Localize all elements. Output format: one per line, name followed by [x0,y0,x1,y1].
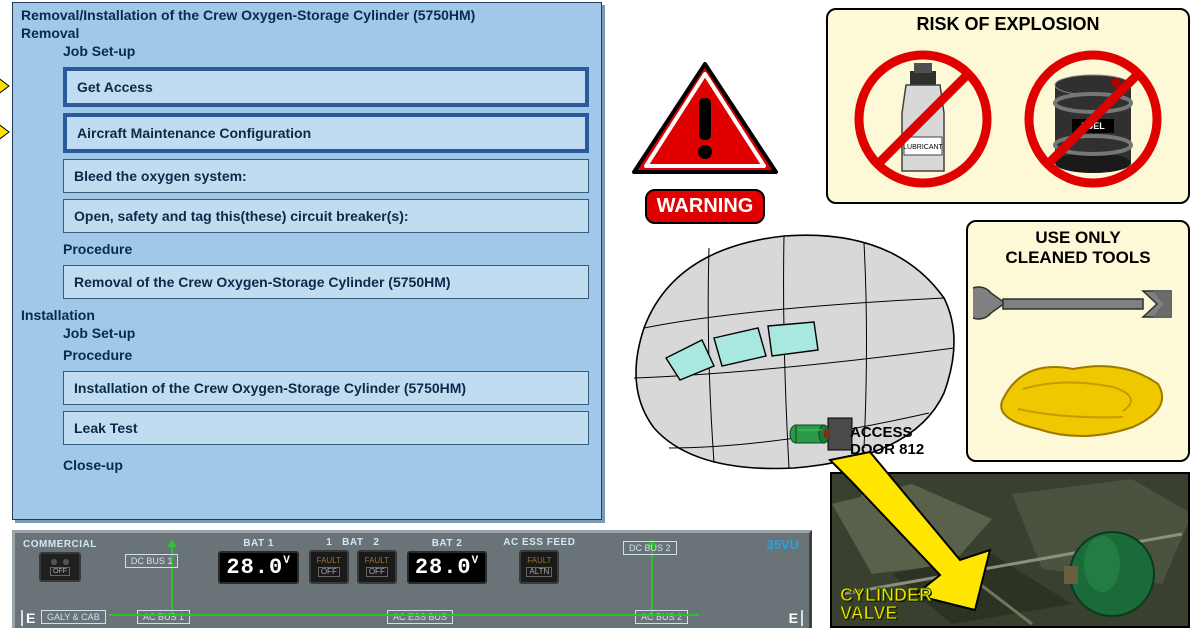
warning-sign: WARNING [620,60,790,224]
procedure-title: Removal/Installation of the Crew Oxygen-… [13,3,601,23]
step-get-access[interactable]: Get Access [63,67,589,107]
ac-ess-bus-label: AC ESS BUS [387,610,453,624]
tools-title: USE ONLY CLEANED TOOLS [968,222,1188,269]
bat1-display: 28.0V [218,551,298,584]
installation-section-label: Installation [13,305,601,323]
dc-bus-2-label: DC BUS 2 [623,541,677,555]
step-leak-test[interactable]: Leak Test [63,411,589,445]
removal-section-label: Removal [13,23,601,41]
access-door-label: ACCESS DOOR 812 [850,424,924,459]
bat1-label: BAT 1 [243,538,274,549]
step-arrow-icon [0,77,11,95]
step-removal-cylinder[interactable]: Removal of the Crew Oxygen-Storage Cylin… [63,265,589,299]
step-circuit-breakers[interactable]: Open, safety and tag this(these) circuit… [63,199,589,233]
ac-ess-feed-button[interactable]: FAULTALTN [519,550,559,584]
bat-mid-label: 1 BAT 2 [326,537,379,548]
commercial-label: COMMERCIAL [23,539,97,550]
procedure-panel: Removal/Installation of the Crew Oxygen-… [12,2,602,520]
ac-bus-1-label: AC BUS 1 [137,610,190,624]
step-maintenance-config[interactable]: Aircraft Maintenance Configuration [63,113,589,153]
cleaned-tools-box: USE ONLY CLEANED TOOLS [966,220,1190,462]
risk-title: RISK OF EXPLOSION [828,10,1188,41]
step-install-cylinder[interactable]: Installation of the Crew Oxygen-Storage … [63,371,589,405]
svg-text:LUBRICANT: LUBRICANT [903,144,943,151]
galy-cab-label: GALY & CAB [41,610,106,624]
commercial-button[interactable]: OFF [39,552,81,582]
bat2-fault-button[interactable]: FAULTOFF [357,550,397,584]
no-lubricant-icon: LUBRICANT [848,41,998,191]
wrench-and-rag-icon [973,269,1183,449]
closeup-label: Close-up [13,451,601,477]
step-bleed-oxygen[interactable]: Bleed the oxygen system: [63,159,589,193]
removal-jobsetup-label: Job Set-up [13,41,601,63]
removal-procedure-label: Procedure [13,239,601,261]
row-e-right-label: E [789,610,803,626]
installation-procedure-label: Procedure [13,345,601,367]
dc-bus-1-label: DC BUS 1 [125,554,179,568]
bat2-label: BAT 2 [432,538,463,549]
step-arrow-icon [0,123,11,141]
bat1-fault-button[interactable]: FAULTOFF [309,550,349,584]
bat2-display: 28.0V [407,551,487,584]
ac-ess-feed-label: AC ESS FEED [503,537,575,548]
ac-bus-2-label: AC BUS 2 [635,610,688,624]
no-fuel-icon: FUEL [1018,41,1168,191]
row-e-left-label: E [21,610,35,626]
warning-triangle-icon [630,60,780,180]
installation-jobsetup-label: Job Set-up [13,323,601,345]
cylinder-valve-label: CYLINDER VALVE [840,586,932,622]
overhead-electrical-panel: 35VU COMMERCIAL OFF DC BUS 1 BAT 1 28.0V… [12,530,812,628]
risk-of-explosion-box: RISK OF EXPLOSION LUBRICANT [826,8,1190,204]
